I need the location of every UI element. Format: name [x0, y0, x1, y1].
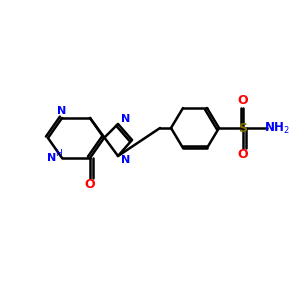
Text: N: N — [122, 114, 130, 124]
Text: H: H — [56, 148, 62, 158]
Text: O: O — [238, 94, 248, 107]
Text: O: O — [85, 178, 95, 191]
Text: O: O — [238, 148, 248, 161]
Text: N: N — [122, 155, 130, 165]
Text: N: N — [47, 153, 57, 163]
Text: S: S — [238, 122, 247, 134]
Text: N: N — [57, 106, 67, 116]
Text: NH$_2$: NH$_2$ — [264, 120, 290, 136]
